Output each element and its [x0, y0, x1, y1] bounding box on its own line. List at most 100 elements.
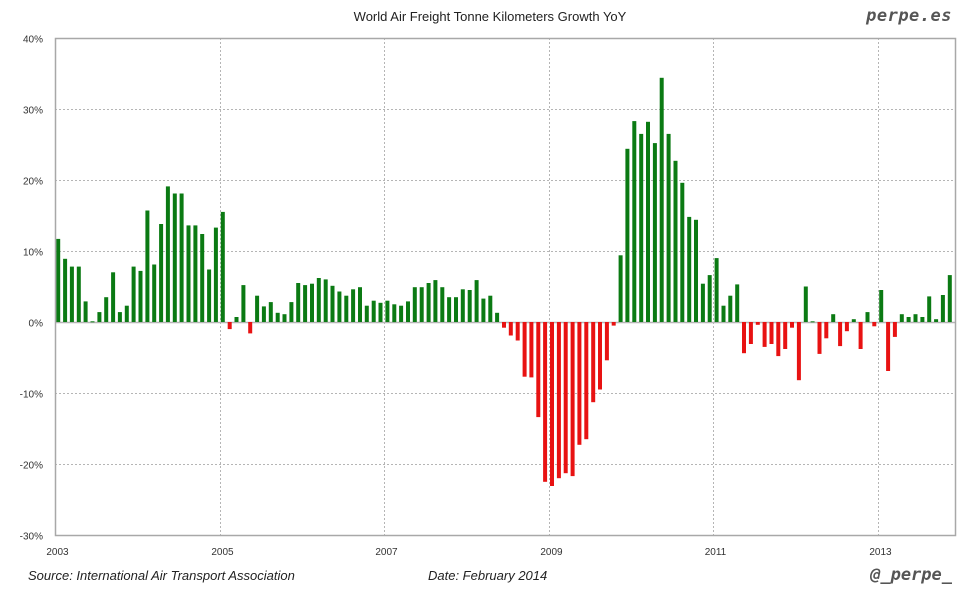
bar [371, 300, 376, 322]
bar [310, 283, 314, 322]
bar [748, 322, 753, 344]
bar [700, 283, 705, 322]
bar [76, 266, 81, 322]
bar [783, 322, 788, 349]
bar [632, 121, 637, 322]
twitter-handle: @_perpe_ [870, 565, 952, 585]
bar [385, 300, 390, 322]
bar [694, 219, 698, 322]
bar [577, 322, 582, 445]
bar [172, 193, 177, 322]
chart-title: World Air Freight Tonne Kilometers Growt… [353, 9, 627, 24]
bar [255, 295, 260, 322]
bar [495, 312, 500, 322]
bar [268, 302, 273, 322]
bar [879, 290, 884, 322]
x-tick-label: 2003 [46, 547, 69, 558]
bar [776, 322, 781, 357]
bar [556, 322, 561, 479]
bar [646, 121, 650, 322]
bar [687, 216, 692, 322]
y-tick-label: 30% [23, 106, 43, 117]
bar [735, 284, 740, 322]
y-tick-label: 0% [29, 319, 44, 330]
bar [138, 270, 143, 322]
bar [474, 280, 479, 322]
bar [550, 322, 554, 486]
bar [947, 275, 952, 322]
bar [152, 264, 157, 322]
bar [467, 290, 472, 322]
bar [488, 295, 493, 322]
bar [481, 298, 486, 322]
bar [742, 322, 746, 354]
bar [831, 314, 836, 322]
bar [289, 302, 294, 322]
source-note: Source: International Air Transport Asso… [28, 568, 295, 583]
bar [563, 322, 568, 474]
bar [261, 306, 266, 322]
bar [543, 322, 548, 482]
bar [207, 269, 212, 322]
bar [358, 287, 362, 322]
bar [179, 193, 184, 322]
bar [913, 314, 918, 322]
bar [639, 133, 644, 322]
bar [330, 285, 335, 322]
bar [659, 77, 664, 322]
bar [755, 322, 760, 325]
bar [906, 317, 911, 322]
bar [186, 225, 191, 322]
bar [707, 275, 712, 322]
bar [796, 322, 801, 381]
bar [248, 322, 253, 334]
bar [145, 210, 150, 322]
bar [296, 283, 301, 322]
bar [728, 295, 733, 322]
bar [591, 322, 596, 403]
bar [117, 312, 122, 322]
x-tick-label: 2009 [540, 547, 563, 558]
bar [392, 304, 397, 323]
bar [316, 278, 321, 322]
bar [227, 322, 232, 330]
bar [934, 319, 939, 322]
bar [769, 322, 774, 344]
bar [426, 283, 431, 322]
bar [406, 301, 410, 322]
bar [454, 297, 458, 322]
bar [303, 285, 308, 322]
bar [220, 211, 225, 322]
bar [570, 322, 575, 477]
bar [460, 289, 465, 322]
bar [323, 279, 328, 322]
bar [803, 286, 808, 322]
bar [666, 133, 671, 322]
bar [440, 287, 445, 322]
bar [447, 297, 452, 322]
bar [412, 287, 417, 322]
bar [131, 266, 136, 322]
bar [625, 148, 630, 322]
bar [364, 305, 369, 322]
x-axis: 2003 2005 2007 2009 2011 2013 [46, 547, 892, 558]
plot-frame [54, 37, 957, 537]
bar [111, 272, 116, 322]
bar [213, 227, 218, 322]
bar [508, 322, 513, 336]
bar [536, 322, 541, 418]
x-tick-label: 2005 [211, 547, 234, 558]
bar [399, 305, 404, 322]
bar [351, 289, 356, 322]
bar [69, 266, 74, 322]
bar [892, 322, 897, 337]
bar [104, 297, 109, 322]
bar [598, 322, 602, 390]
bar [927, 296, 932, 322]
bar [714, 258, 719, 322]
bar [886, 322, 891, 371]
bar [858, 322, 863, 349]
bar [721, 305, 726, 322]
bar [529, 322, 534, 378]
